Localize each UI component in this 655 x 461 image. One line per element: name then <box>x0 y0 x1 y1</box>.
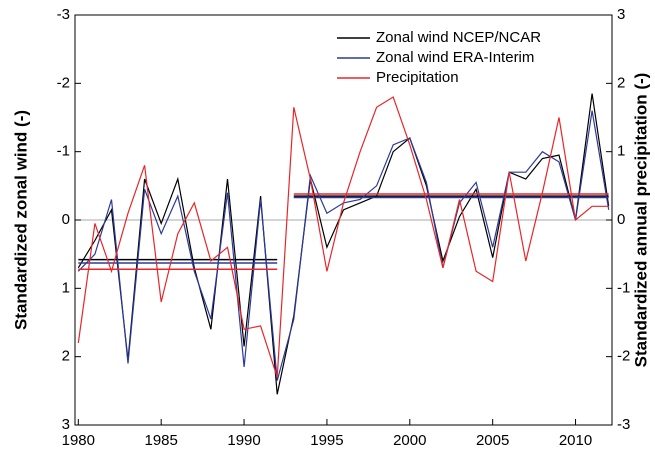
x-tick-label: 1985 <box>144 432 177 449</box>
legend-label: Zonal wind NCEP/NCAR <box>376 29 541 46</box>
legend-label: Precipitation <box>376 69 459 86</box>
y2-tick-label: -2 <box>617 348 630 365</box>
y2-axis-label: Standardized annual precipitation (-) <box>631 73 650 368</box>
y-tick-label: 2 <box>62 348 70 365</box>
legend-label: Zonal wind ERA-Interim <box>376 49 534 66</box>
y-tick-label: 1 <box>62 279 70 296</box>
y-tick-label: -2 <box>57 74 70 91</box>
data-line <box>77 93 610 395</box>
y2-tick-label: -1 <box>617 279 630 296</box>
y-tick-label: 0 <box>62 211 70 228</box>
y-tick-label: 3 <box>62 416 70 433</box>
x-tick-label: 1980 <box>62 432 95 449</box>
y2-tick-label: 0 <box>617 211 625 228</box>
y2-tick-label: 3 <box>617 6 625 23</box>
y2-tick-label: 1 <box>617 143 625 160</box>
y2-tick-label: 2 <box>617 74 625 91</box>
x-tick-label: 2000 <box>393 432 426 449</box>
x-tick-label: 1995 <box>310 432 343 449</box>
data-line <box>77 96 609 378</box>
x-tick-label: 2005 <box>476 432 509 449</box>
y2-tick-label: -3 <box>617 416 630 433</box>
x-tick-label: 2010 <box>559 432 592 449</box>
y-tick-label: -3 <box>57 6 70 23</box>
x-tick-label: 1990 <box>227 432 260 449</box>
y-axis-label: Standardized zonal wind (-) <box>11 110 30 330</box>
y-tick-label: -1 <box>57 143 70 160</box>
